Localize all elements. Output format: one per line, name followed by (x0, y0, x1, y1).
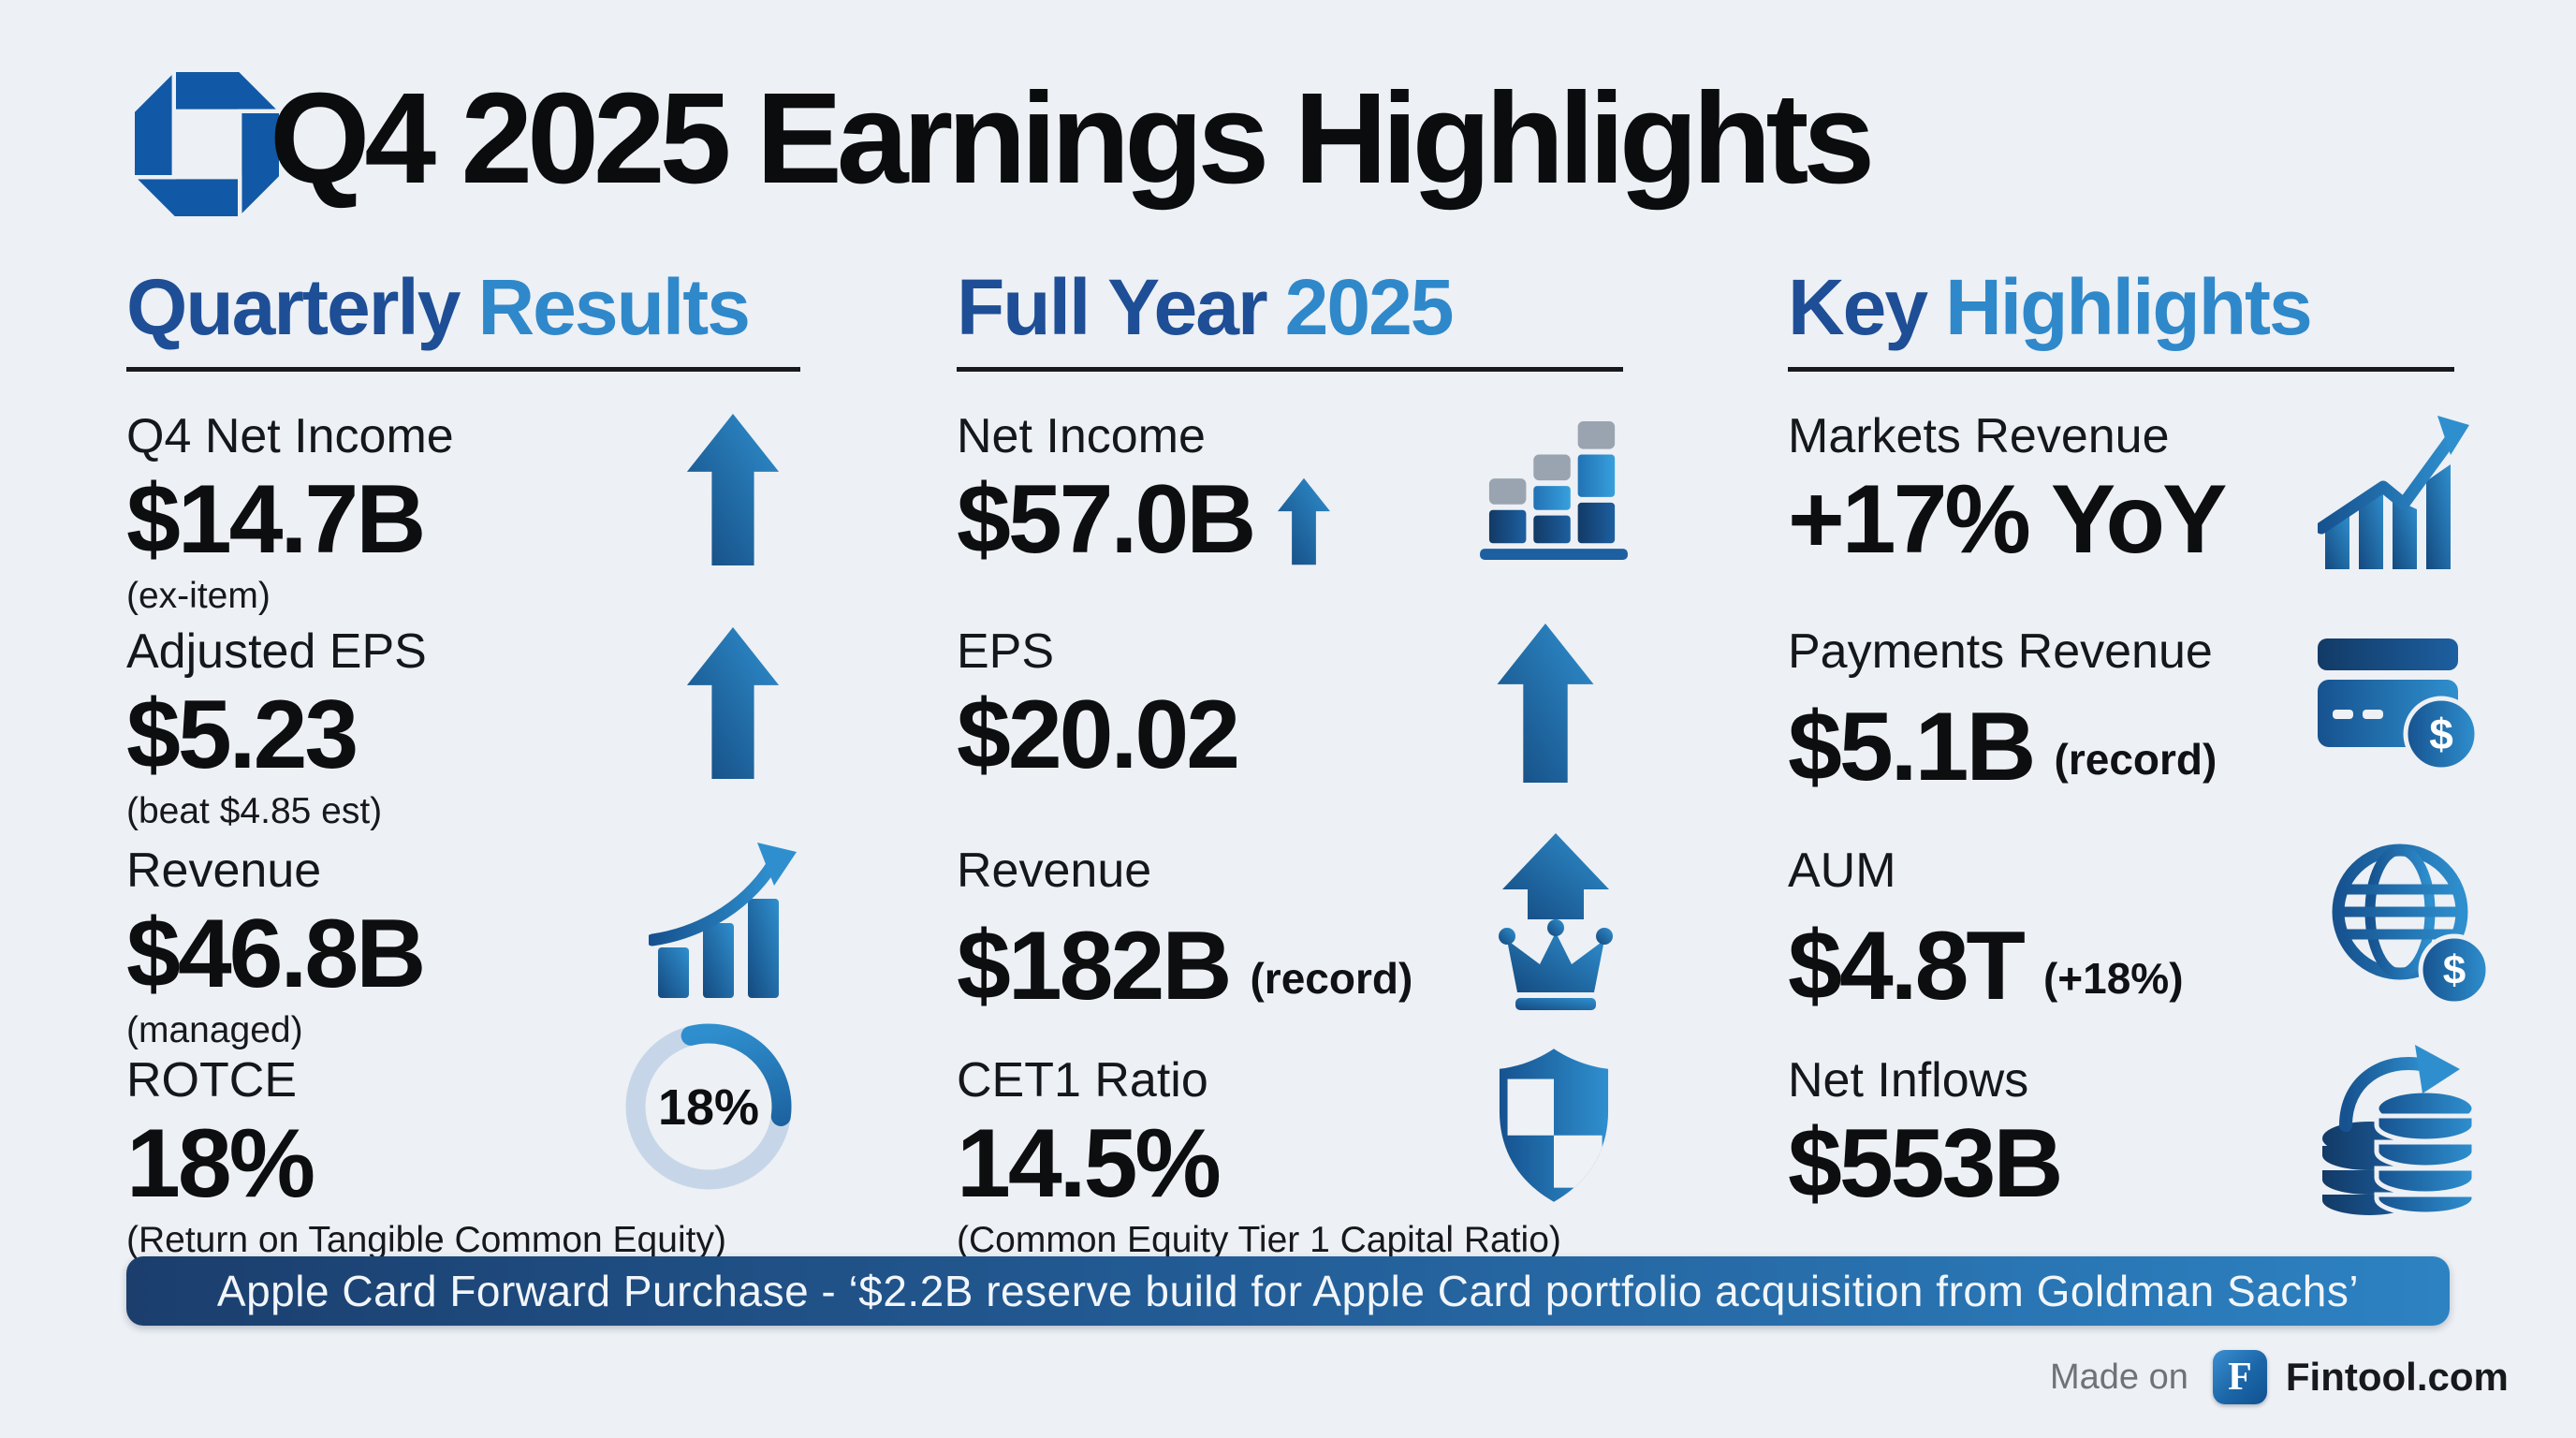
column-header: Quarterly Results (126, 263, 751, 351)
metric-fy-net-income: Net Income $57.0B (957, 406, 1642, 573)
metric-value: $182B (957, 912, 1232, 1020)
up-arrow-icon (686, 414, 780, 565)
metric-value: $14.7B (126, 465, 426, 574)
metric-value: $46.8B (126, 900, 426, 1008)
metric-label: Revenue (957, 844, 1152, 898)
page-title: Q4 2025 Earnings Highlights (270, 66, 1875, 211)
metric-label: AUM (1788, 844, 1896, 898)
metric-markets-revenue: Markets Revenue +17% YoY (1788, 406, 2473, 573)
column-quarterly-results: Quarterly Results Q4 Net Income $14.7B (e… (126, 0, 812, 1438)
metric-cet1-ratio: CET1 Ratio 14.5% (Common Equity Tier 1 C… (957, 1049, 1642, 1264)
metric-label: Markets Revenue (1788, 409, 2170, 463)
metric-value: 18% (126, 1109, 315, 1218)
metric-value: $20.02 (957, 681, 1240, 789)
header-underline (126, 367, 800, 372)
up-arrow-icon (1278, 477, 1331, 565)
globe-dollar-icon: $ (2332, 844, 2490, 1006)
header-secondary: 2025 (1284, 263, 1455, 351)
fintool-logo-icon: F (2212, 1350, 2267, 1404)
metric-revenue-q4: Revenue $46.8B (managed) (126, 841, 812, 1054)
metric-value: $5.23 (126, 681, 359, 789)
metric-net-inflows: Net Inflows $553B (1788, 1045, 2475, 1218)
metric-label: EPS (957, 624, 1055, 679)
svg-text:$: $ (2429, 710, 2453, 758)
svg-text:$: $ (2443, 947, 2466, 993)
column-header: Key Highlights (1788, 263, 2313, 351)
header-primary: Key (1788, 263, 1928, 351)
chase-logo-icon (127, 65, 286, 224)
metric-rotce: ROTCE 18% (Return on Tangible Common Equ… (126, 1023, 812, 1264)
metric-value-suffix: (record) (1250, 954, 1413, 1003)
column-header: Full Year 2025 (957, 263, 1455, 351)
metric-label: Net Income (957, 409, 1206, 463)
banner-text: Apple Card Forward Purchase - ‘$2.2B res… (216, 1267, 2360, 1315)
metric-sub: (ex-item) (126, 576, 271, 616)
fintool-brand-text: Fintool.com (2285, 1355, 2509, 1399)
metric-sub: (Common Equity Tier 1 Capital Ratio) (957, 1220, 1561, 1260)
up-arrow-icon (1497, 624, 1594, 783)
header-underline (957, 367, 1623, 372)
metric-label: Q4 Net Income (126, 409, 454, 463)
donut-gauge-label: 18% (658, 1079, 759, 1136)
coins-arrow-icon (2322, 1045, 2475, 1217)
crown-arrow-icon (1499, 833, 1613, 1010)
highlight-banner: Apple Card Forward Purchase - ‘$2.2B res… (126, 1256, 2450, 1326)
metric-value: +17% YoY (1788, 465, 2227, 574)
metric-value: 14.5% (957, 1109, 1222, 1218)
up-arrow-icon (686, 627, 780, 779)
metric-value: $5.1B (1788, 693, 2037, 801)
metric-value-suffix: (record) (2054, 735, 2217, 784)
shield-icon (1499, 1049, 1609, 1202)
column-full-year-2025: Full Year 2025 Net Income $57.0B (957, 0, 1642, 1438)
column-key-highlights: Key Highlights Markets Revenue +17% YoY P… (1788, 0, 2490, 1438)
bar-columns-icon (1480, 421, 1628, 560)
metric-value-suffix: (+18%) (2042, 954, 2184, 1003)
header-underline (1788, 367, 2454, 372)
metric-label: ROTCE (126, 1053, 297, 1108)
header-primary: Quarterly (126, 263, 461, 351)
donut-gauge-icon: 18% (625, 1023, 792, 1190)
metric-label: Net Inflows (1788, 1053, 2029, 1108)
metric-value: $4.8T (1788, 912, 2026, 1020)
metric-label: Adjusted EPS (126, 624, 427, 679)
made-on-label: Made on (2050, 1357, 2188, 1397)
credit-card-icon: $ (2318, 638, 2479, 772)
footer-attribution: Made on F Fintool.com (2050, 1350, 2509, 1404)
header-secondary: Highlights (1945, 263, 2313, 351)
fintool-logo-letter: F (2228, 1356, 2252, 1399)
metric-adjusted-eps: Adjusted EPS $5.23 (beat $4.85 est) (126, 622, 812, 835)
trend-chart-icon (2318, 416, 2469, 569)
metric-label: CET1 Ratio (957, 1053, 1208, 1108)
metric-sub: (beat $4.85 est) (126, 791, 383, 831)
header-primary: Full Year (957, 263, 1268, 351)
metric-fy-revenue: Revenue $182B (record) (957, 833, 1642, 1032)
metric-sub: (managed) (126, 1010, 303, 1050)
growth-chart-icon (649, 843, 797, 998)
metric-value: $57.0B (957, 465, 1256, 574)
header-secondary: Results (477, 263, 751, 351)
metric-q4-net-income: Q4 Net Income $14.7B (ex-item) (126, 406, 812, 620)
metric-label: Revenue (126, 844, 322, 898)
metric-sub: (Return on Tangible Common Equity) (126, 1220, 726, 1260)
metric-value: $553B (1788, 1109, 2063, 1218)
metric-label: Payments Revenue (1788, 624, 2213, 679)
metric-aum: AUM $4.8T (+18%) $ (1788, 841, 2490, 1032)
metric-fy-eps: EPS $20.02 (957, 622, 1642, 788)
metric-payments-revenue: Payments Revenue $5.1B (record) $ (1788, 622, 2479, 813)
